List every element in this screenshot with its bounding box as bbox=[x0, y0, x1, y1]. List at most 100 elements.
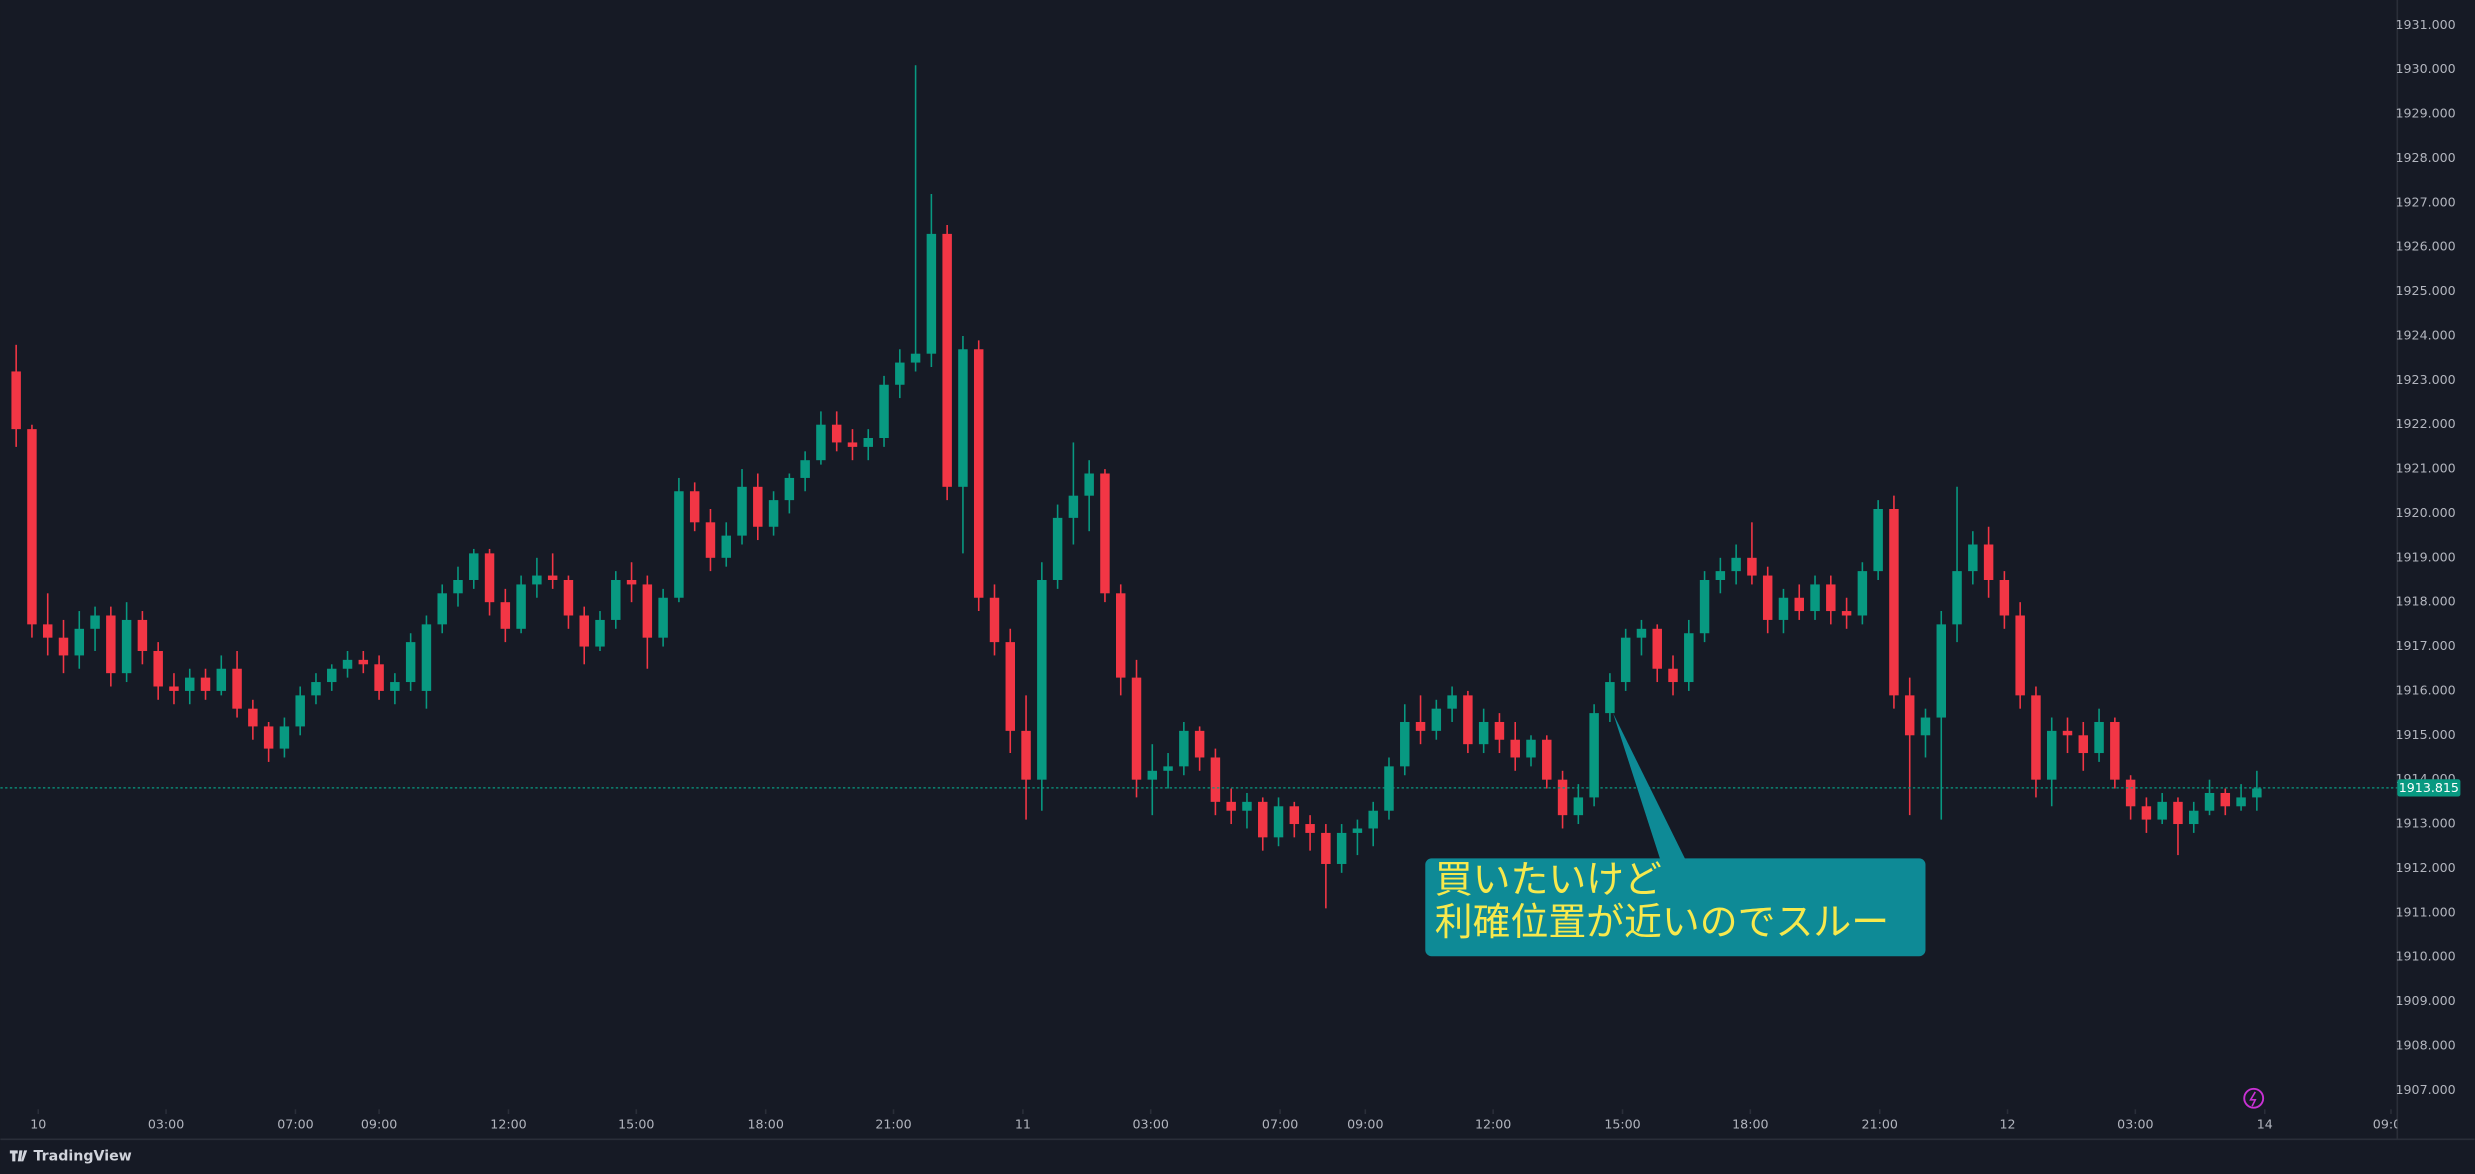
candle-body bbox=[658, 597, 668, 638]
candle-body bbox=[1163, 766, 1173, 771]
candle-body bbox=[1289, 806, 1300, 825]
candle-body bbox=[500, 602, 511, 629]
y-tick-label: 1928.000 bbox=[2396, 150, 2456, 165]
candle-body bbox=[1857, 571, 1868, 616]
candle-body bbox=[942, 233, 952, 487]
candle-body bbox=[674, 491, 684, 598]
last-price-label: 1913.815 bbox=[2399, 780, 2459, 795]
x-tick-label: 07:00 bbox=[277, 1117, 313, 1132]
candle-body bbox=[1179, 730, 1189, 767]
y-tick-label: 1919.000 bbox=[2396, 549, 2456, 564]
brand-text: TradingView bbox=[34, 1149, 132, 1165]
candle-body bbox=[421, 624, 432, 691]
candle-body bbox=[2046, 730, 2057, 780]
candle-body bbox=[1968, 544, 1978, 572]
candle-body bbox=[847, 442, 858, 447]
candle-body bbox=[1194, 730, 1205, 758]
candle-body bbox=[248, 708, 258, 727]
x-tick-label: 09:00 bbox=[2373, 1117, 2409, 1132]
candle-body bbox=[816, 424, 826, 461]
candle-body bbox=[1463, 695, 1473, 745]
callout-box bbox=[1425, 858, 1926, 957]
x-tick-label: 12:00 bbox=[1475, 1117, 1511, 1132]
alert-icon[interactable] bbox=[2243, 1087, 2265, 1109]
candle-body bbox=[263, 726, 274, 749]
callout-text: 買いたいけど bbox=[1435, 858, 1662, 902]
x-tick-label: 09:00 bbox=[1347, 1117, 1383, 1132]
y-tick-label: 1915.000 bbox=[2396, 727, 2456, 742]
candle-body bbox=[469, 553, 479, 580]
x-tick-label: 10 bbox=[30, 1117, 46, 1132]
candle-body bbox=[595, 619, 605, 647]
candle-body bbox=[1557, 779, 1568, 816]
x-tick-label: 07:00 bbox=[1262, 1117, 1298, 1132]
x-tick-label: 15:00 bbox=[618, 1117, 654, 1132]
candle-body bbox=[705, 522, 716, 558]
candle-body bbox=[2078, 735, 2089, 754]
y-tick-label: 1925.000 bbox=[2396, 283, 2456, 298]
candle-body bbox=[1620, 637, 1631, 683]
candle-body bbox=[611, 579, 621, 620]
candle-body bbox=[1605, 682, 1615, 714]
x-tick-label: 18:00 bbox=[1732, 1117, 1768, 1132]
candle-body bbox=[1983, 544, 1994, 580]
candle-body bbox=[1131, 677, 1142, 780]
candle-body bbox=[1826, 584, 1836, 612]
candle-body bbox=[642, 584, 653, 638]
y-tick-label: 1909.000 bbox=[2396, 993, 2456, 1008]
candle-body bbox=[2110, 721, 2120, 780]
candle-body bbox=[1794, 597, 1804, 612]
candle-body bbox=[1447, 695, 1457, 709]
candle-body bbox=[1226, 801, 1236, 811]
candle-body bbox=[1305, 824, 1315, 833]
candle-body bbox=[2189, 810, 2199, 825]
y-tick-label: 1916.000 bbox=[2396, 682, 2456, 697]
candle-body bbox=[1668, 668, 1678, 683]
candle-body bbox=[1510, 739, 1520, 758]
callout-pointer bbox=[1613, 713, 1686, 860]
candle-body bbox=[484, 553, 495, 603]
candle-body bbox=[11, 371, 21, 430]
candle-body bbox=[784, 477, 795, 501]
y-tick-label: 1929.000 bbox=[2396, 106, 2456, 121]
candle-body bbox=[1652, 628, 1662, 669]
candle-body bbox=[2141, 806, 2152, 820]
candle-body bbox=[1636, 628, 1647, 638]
candle-body bbox=[279, 726, 290, 749]
candle-body bbox=[895, 362, 905, 385]
y-tick-label: 1922.000 bbox=[2396, 416, 2456, 431]
candle-body bbox=[1147, 770, 1158, 780]
x-tick-label: 12 bbox=[2000, 1117, 2016, 1132]
candle-body bbox=[1936, 624, 1947, 718]
x-tick-label: 12:00 bbox=[490, 1117, 526, 1132]
x-tick-label: 03:00 bbox=[1133, 1117, 1169, 1132]
candle-body bbox=[1258, 801, 1268, 838]
x-tick-label: 03:00 bbox=[148, 1117, 184, 1132]
candle-body bbox=[2125, 779, 2136, 807]
candle-body bbox=[374, 664, 384, 691]
candle-body bbox=[1526, 739, 1536, 758]
candle-body bbox=[532, 575, 542, 585]
candle-body bbox=[2031, 695, 2041, 780]
y-tick-label: 1923.000 bbox=[2396, 372, 2456, 387]
y-tick-label: 1920.000 bbox=[2396, 505, 2456, 520]
candle-body bbox=[753, 486, 763, 527]
candle-body bbox=[973, 349, 984, 598]
candle-body bbox=[1384, 766, 1394, 811]
y-tick-label: 1931.000 bbox=[2396, 17, 2456, 32]
candle-body bbox=[1920, 717, 1931, 736]
candle-body bbox=[1904, 695, 1915, 736]
candle-body bbox=[232, 668, 242, 709]
candle-body bbox=[1542, 739, 1552, 780]
callout-text: 利確位置が近いのでスルー bbox=[1435, 900, 1889, 944]
alert-icon-bolt bbox=[2249, 1091, 2257, 1107]
candle-body bbox=[1068, 495, 1079, 518]
candle-body bbox=[295, 695, 305, 727]
candle-body bbox=[405, 642, 416, 683]
x-tick-label: 15:00 bbox=[1604, 1117, 1640, 1132]
candle-body bbox=[2062, 730, 2073, 736]
candle-body bbox=[989, 597, 1000, 643]
candle-body bbox=[1400, 721, 1410, 767]
candle-body bbox=[2157, 801, 2167, 820]
candle-body bbox=[1699, 579, 1710, 634]
